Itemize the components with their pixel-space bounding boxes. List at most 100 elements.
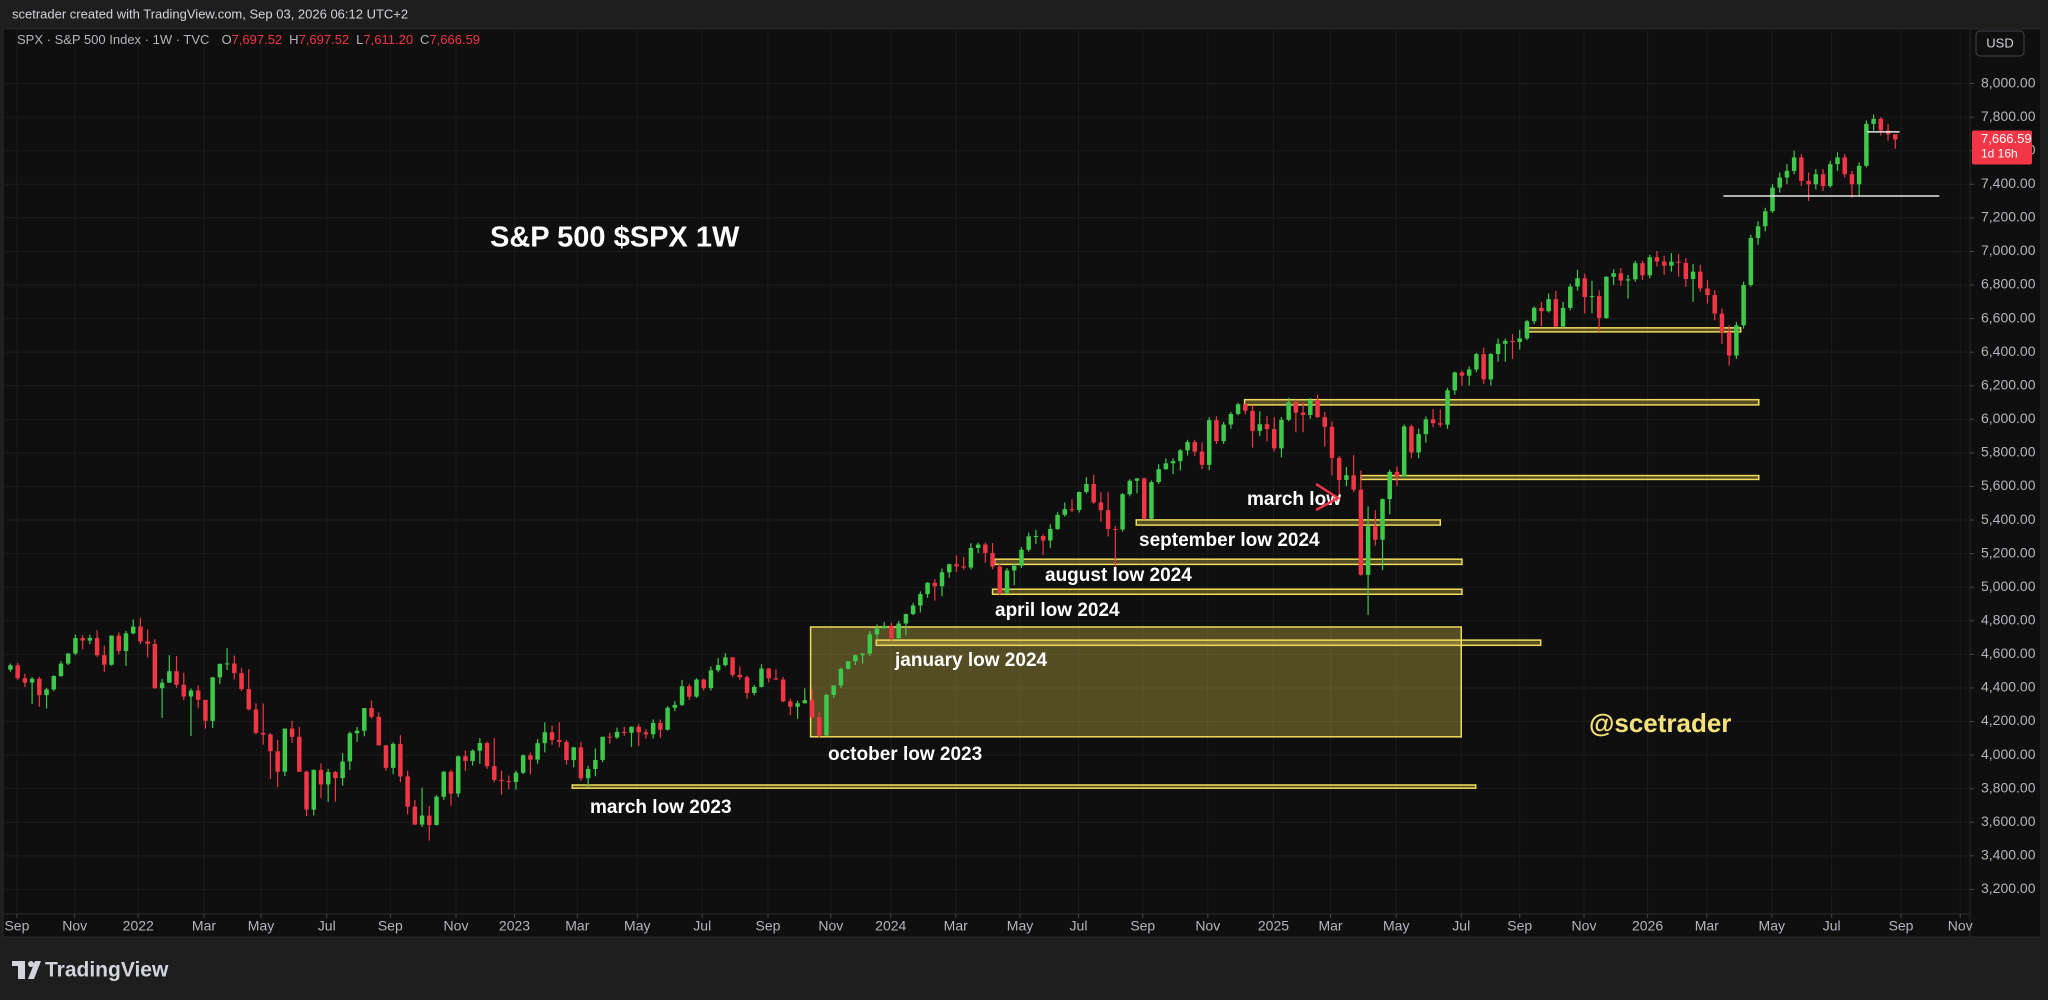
zone: [571, 784, 1477, 789]
candle-body: [1235, 404, 1241, 414]
candle-body: [759, 668, 764, 687]
candle-body: [1705, 288, 1710, 296]
y-tick-label: 6,400.00: [1981, 343, 2036, 359]
x-tick-label: Mar: [944, 918, 968, 934]
candle-body: [1676, 261, 1681, 263]
candle-body: [174, 671, 179, 685]
x-tick-label: Sep: [756, 918, 781, 934]
candle-body: [1351, 475, 1356, 490]
candle-body: [1553, 299, 1559, 327]
candle-body: [744, 677, 750, 693]
candle-body: [1178, 450, 1183, 462]
candle-body: [1062, 509, 1068, 515]
ohlc-value: 7,611.20: [363, 32, 413, 47]
candle-body: [29, 678, 35, 683]
candle-body: [1438, 423, 1443, 425]
zone: [1524, 327, 1742, 333]
candle-body: [304, 771, 309, 810]
candle-body: [1221, 424, 1226, 442]
candle-body: [853, 655, 858, 662]
candle-body: [1430, 419, 1436, 424]
x-tick-label: Jul: [1070, 918, 1088, 934]
candle-body: [694, 679, 699, 697]
x-tick-label: 2023: [499, 918, 530, 934]
candle-body: [484, 743, 490, 767]
candle-body: [1206, 420, 1212, 465]
candle-body: [1394, 471, 1400, 477]
y-tick-label: 4,800.00: [1981, 611, 2036, 627]
candle-body: [831, 685, 836, 695]
symbol-legend: SPX · S&P 500 Index · 1W · TVC O7,697.52 H…: [17, 32, 480, 47]
zone: [993, 558, 1463, 566]
candle-body: [1040, 536, 1046, 541]
candle-body: [535, 743, 540, 760]
candle-body: [1293, 402, 1299, 413]
candle-body: [1257, 424, 1263, 431]
candle-body: [1315, 400, 1320, 418]
candle-body: [441, 771, 446, 797]
axes: 3,200.00 3,400.00 3,600.00 3,800.00 4,000.00…: [4, 74, 2035, 933]
plot: [8, 114, 1940, 841]
candle-body: [1459, 372, 1465, 376]
candle-body: [1279, 419, 1284, 449]
candle-body: [1799, 157, 1804, 181]
candle-body: [463, 756, 468, 761]
candle-body: [838, 668, 844, 686]
candle-body: [1004, 570, 1010, 593]
candle-body: [282, 728, 288, 772]
candle-body: [1568, 286, 1573, 308]
candle-body: [1134, 478, 1140, 481]
candle-body: [672, 704, 678, 708]
logo-part: [28, 961, 41, 979]
y-tick-label: 4,000.00: [1981, 746, 2036, 762]
x-tick-label: Sep: [4, 918, 29, 934]
candle-body: [665, 707, 670, 730]
y-tick-label: 7,000.00: [1981, 242, 2036, 258]
candle-body: [1199, 451, 1205, 465]
y-tick-label: 7,400.00: [1981, 175, 2036, 191]
currency-box[interactable]: [1975, 30, 2025, 57]
candle-body: [8, 665, 13, 670]
x-tick-label: 2026: [1632, 918, 1663, 934]
candle-body: [773, 678, 779, 680]
candle-body: [253, 709, 259, 733]
candle-body: [492, 766, 497, 780]
candle-body: [1510, 340, 1515, 343]
annotation: january low 2024: [894, 650, 1048, 671]
x-tick-label: Nov: [1572, 918, 1597, 934]
candle-body: [1322, 417, 1327, 427]
candle-body: [1871, 118, 1876, 124]
zone: [1135, 519, 1442, 526]
currency[interactable]: USD: [1986, 35, 2013, 50]
candle-body: [1019, 549, 1024, 566]
candle-body: [1445, 390, 1450, 425]
watermark: @scetrader: [1589, 708, 1731, 738]
candle-body: [1228, 413, 1234, 425]
candle-body: [1531, 307, 1537, 322]
y-tick-label: 4,200.00: [1981, 712, 2036, 728]
y-tick-label: 8,000.00: [1981, 74, 2036, 90]
candle-body: [1048, 528, 1053, 541]
candle-body: [788, 701, 793, 707]
candle-body: [1481, 354, 1486, 380]
candle-body: [325, 772, 331, 785]
y-tick-label: 7,200.00: [1981, 209, 2036, 225]
candle-body: [1813, 174, 1819, 185]
candle-body: [80, 638, 85, 641]
y-tick-label: 6,800.00: [1981, 276, 2036, 292]
candle-body: [882, 625, 887, 629]
candle-body: [268, 734, 273, 752]
brand: TradingView: [45, 959, 169, 982]
candle-body: [1336, 457, 1342, 480]
candle-body: [1264, 424, 1270, 430]
candle-body: [22, 678, 28, 683]
candle-body: [1069, 509, 1075, 511]
candle-body: [210, 677, 215, 721]
ohlc-key: H: [289, 32, 298, 47]
candle-body: [347, 733, 353, 762]
candle-body: [159, 682, 165, 689]
candle-body: [889, 625, 894, 639]
candle-body: [1503, 340, 1508, 344]
candle-body: [412, 806, 418, 825]
